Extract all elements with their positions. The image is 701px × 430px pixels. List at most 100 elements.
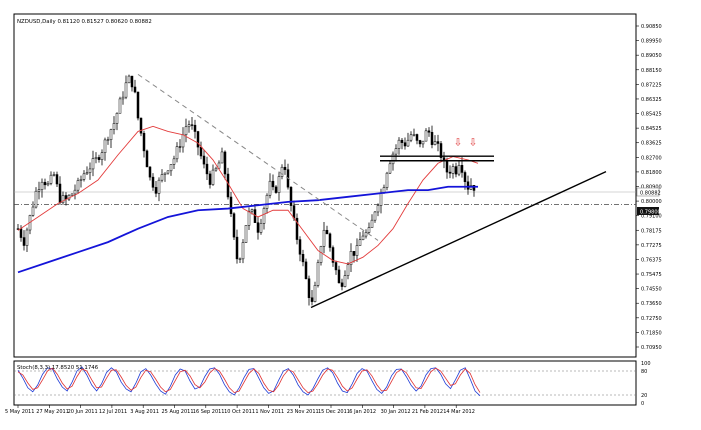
date-tick-label: 6 Jan 2012 <box>349 409 376 415</box>
candle-body <box>232 213 236 238</box>
price-tick-label: 0.75475 <box>641 272 662 278</box>
candle-body <box>340 282 344 287</box>
price-panel-frame <box>13 13 637 358</box>
candle-body <box>118 98 122 114</box>
stochastic-tick-label: 100 <box>641 361 651 367</box>
candle-body <box>214 167 218 171</box>
red-moving-average-line <box>17 125 479 265</box>
candle-body <box>457 165 461 175</box>
candle-body <box>88 168 92 173</box>
price-tick-label: 0.84525 <box>641 126 662 132</box>
candle-body <box>229 196 233 214</box>
price-tick-label: 0.71850 <box>641 330 662 336</box>
candle-body <box>205 163 209 175</box>
candle-body <box>307 278 311 298</box>
candle-body <box>304 261 308 279</box>
price-tick-label: 0.79100 <box>641 214 662 220</box>
price-panel: 0.90850 0.89950 0.89050 0.88150 0.87225 0.863… <box>13 13 662 358</box>
stochastic-tick-label: 0 <box>641 401 644 407</box>
candle-body <box>379 192 383 206</box>
date-tick-label: 23 Nov 2011 <box>287 409 319 415</box>
candle-body <box>421 140 425 145</box>
candle-body <box>358 239 362 246</box>
candle-body <box>139 117 143 134</box>
candle-body <box>241 242 245 260</box>
candle-body <box>298 239 302 255</box>
price-tick-label: 0.89050 <box>641 53 662 59</box>
candle-body <box>169 164 173 172</box>
price-tick-label: 0.80900 <box>641 185 662 191</box>
candle-body <box>19 228 23 238</box>
price-tick-label: 0.87225 <box>641 82 662 88</box>
candle-body <box>166 170 170 174</box>
candle-body <box>403 142 407 147</box>
candle-body <box>217 162 221 169</box>
candle-body <box>58 183 62 203</box>
candle-body <box>223 151 227 175</box>
candle-body <box>397 139 401 149</box>
level-tag: 0.79800 <box>637 207 661 216</box>
candle-body <box>142 132 146 152</box>
candle-body <box>292 205 296 219</box>
candle-body <box>454 166 458 175</box>
candle-body <box>133 86 137 93</box>
candle-body <box>226 173 230 198</box>
price-tick-label: 0.83625 <box>641 141 662 147</box>
price-tick-label: 0.90850 <box>641 24 662 30</box>
candle-body <box>427 130 431 133</box>
candle-body <box>106 139 110 141</box>
candle-body <box>220 151 224 164</box>
candle-body <box>124 82 128 98</box>
candle-body <box>160 174 164 181</box>
candle-body <box>406 139 410 147</box>
candle-body <box>145 150 149 168</box>
date-tick-label: 30 Jan 2012 <box>381 409 411 415</box>
candle-body <box>415 134 419 141</box>
candle-body <box>100 152 104 160</box>
candle-body <box>103 139 107 153</box>
price-tick-label: 0.86325 <box>641 97 662 103</box>
candle-body <box>121 96 125 100</box>
current-price-box <box>636 187 660 197</box>
candle-body <box>364 232 368 237</box>
candle-body <box>202 155 206 165</box>
date-tick-label: 15 Dec 2011 <box>318 409 350 415</box>
candle-body <box>250 209 254 212</box>
candle-body <box>334 262 338 271</box>
candle-body <box>31 206 35 216</box>
price-axis-ticks: 0.90850 0.89950 0.89050 0.88150 0.87225 0.863… <box>636 24 662 351</box>
price-tick-label: 0.82700 <box>641 155 662 161</box>
stochastic-axis-ticks: 100 80 20 0 <box>641 361 651 407</box>
stochastic-signal-line <box>17 367 481 394</box>
candle-body <box>433 141 437 145</box>
current-price-tag: 0.80882 <box>636 187 661 197</box>
candle-body <box>271 180 275 188</box>
arrow-marker-1: ⇩ <box>454 138 462 149</box>
candle-body <box>373 211 377 221</box>
date-tick-label: 20 Jun 2011 <box>68 409 98 415</box>
stochastic-main-line <box>17 366 481 397</box>
date-tick-label: 27 May 2011 <box>36 409 69 415</box>
date-tick-label: 10 Oct 2011 <box>224 409 255 415</box>
candle-body <box>82 173 86 180</box>
candle-body <box>151 176 155 188</box>
date-tick-label: 1 Nov 2011 <box>255 409 284 415</box>
candle-body <box>64 195 68 200</box>
candle-body <box>238 258 242 260</box>
arrow-marker-2: ⇩ <box>469 138 477 149</box>
candle-body <box>130 75 134 88</box>
candle-body <box>235 236 239 260</box>
candle-body <box>136 91 140 119</box>
date-tick-label: 14 Mar 2012 <box>443 409 475 415</box>
candle-body <box>316 262 320 286</box>
candle-body <box>319 246 323 263</box>
candle-body <box>409 134 413 141</box>
level-box <box>637 207 659 215</box>
candle-body <box>181 134 185 148</box>
candle-body <box>265 194 269 209</box>
candle-body <box>262 208 266 224</box>
candle-body <box>211 169 215 185</box>
candle-body <box>367 227 371 233</box>
date-tick-label: 5 May 2011 <box>5 409 34 415</box>
